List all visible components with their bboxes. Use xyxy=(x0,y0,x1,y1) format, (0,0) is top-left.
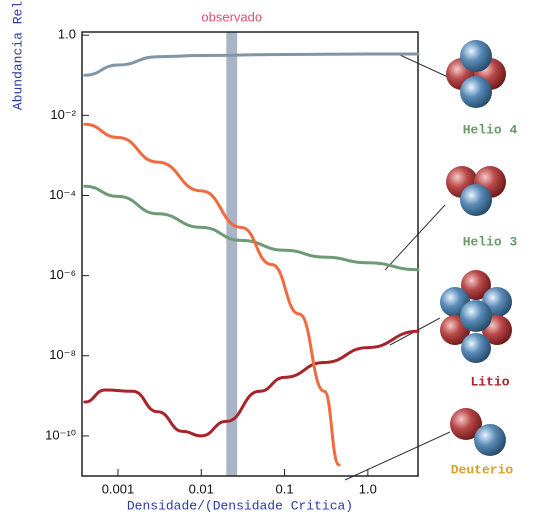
y-tick-label: 10⁻⁴ xyxy=(49,187,76,202)
x-axis-title: Densidade/(Densidade Critica) xyxy=(127,498,353,513)
x-tick-label: 1.0 xyxy=(359,481,377,496)
y-tick-label: 1.0 xyxy=(58,27,76,42)
litio-icon xyxy=(440,270,512,363)
observed-band xyxy=(226,32,238,476)
helio3-icon xyxy=(446,166,506,216)
y-tick-label: 10⁻⁶ xyxy=(49,267,76,282)
legend-label: Litio xyxy=(470,374,509,389)
x-tick-label: 0.1 xyxy=(276,481,294,496)
y-tick-label: 10⁻² xyxy=(50,107,76,122)
x-tick-label: 0.01 xyxy=(189,481,214,496)
series-line xyxy=(83,122,341,467)
legend-label: Deuterio xyxy=(451,462,514,477)
series-line xyxy=(83,52,420,77)
y-tick-label: 10⁻¹⁰ xyxy=(45,427,76,442)
helio4-icon xyxy=(446,40,506,108)
x-tick-label: 0.001 xyxy=(102,481,135,496)
series-line xyxy=(83,184,420,272)
y-tick-label: 10⁻⁸ xyxy=(49,347,76,362)
legend-label: Helio 4 xyxy=(463,122,518,137)
plot-frame xyxy=(81,31,419,477)
deuterio-icon xyxy=(450,408,506,456)
y-axis-title: Abundancia Relativa xyxy=(10,0,25,110)
series-line xyxy=(83,329,420,438)
legend-label: Helio 3 xyxy=(463,234,518,249)
observed-label: observado xyxy=(201,9,262,24)
